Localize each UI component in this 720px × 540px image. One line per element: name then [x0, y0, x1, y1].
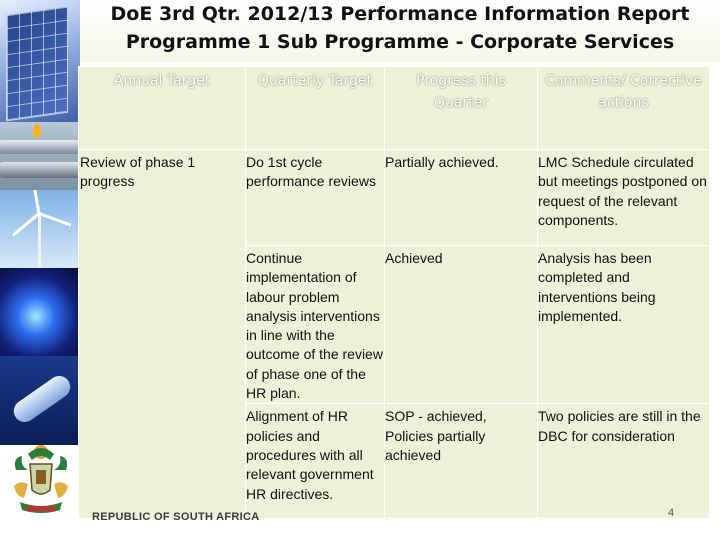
pipeline-image [0, 122, 80, 190]
wind-turbine-image [0, 190, 80, 268]
title-line-1: DoE 3rd Qtr. 2012/13 Performance Informa… [110, 3, 690, 25]
table-header-row: Annual Target Quarterly Target Progress … [78, 66, 710, 150]
annual-target-cell: Review of phase 1 progress [78, 148, 246, 520]
decorative-photo-strip [0, 0, 80, 445]
coat-of-arms-logo [14, 445, 68, 513]
progress-cell: Achieved [384, 244, 538, 405]
progress-cell: Partially achieved. [384, 149, 538, 246]
header-progress: Progress this Quarter [384, 66, 538, 150]
header-quarterly-target: Quarterly Target [245, 66, 385, 150]
quarterly-target-cell: Do 1st cycle performance reviews [245, 149, 385, 246]
comments-cell: Analysis has been completed and interven… [537, 244, 710, 405]
comments-cell: Two policies are still in the DBC for co… [537, 403, 710, 520]
solar-panel-image [0, 0, 80, 122]
table-row: Alignment of HR policies and procedures … [79, 403, 710, 520]
header-comments: Comments/ Corrective actions [537, 66, 710, 150]
quarterly-target-cell: Continue implementation of labour proble… [245, 244, 385, 405]
gas-flame-image [0, 268, 80, 356]
performance-table: Annual Target Quarterly Target Progress … [78, 66, 710, 520]
progress-cell: SOP - achieved, Policies partially achie… [384, 403, 538, 520]
comments-cell: LMC Schedule circulated but meetings pos… [537, 149, 710, 246]
country-label: REPUBLIC OF SOUTH AFRICA [92, 511, 260, 523]
header-annual-target: Annual Target [78, 66, 246, 150]
table-row: Review of phase 1 progress Do 1st cycle … [78, 148, 710, 520]
slide-title: DoE 3rd Qtr. 2012/13 Performance Informa… [80, 0, 720, 56]
fluorescent-tube-image [0, 356, 80, 445]
title-line-2: Programme 1 Sub Programme - Corporate Se… [125, 31, 675, 53]
page-number: 4 [668, 507, 675, 519]
title-band [80, 0, 720, 62]
table-row: Continue implementation of labour proble… [79, 244, 710, 405]
quarterly-target-cell: Alignment of HR policies and procedures … [245, 403, 385, 520]
